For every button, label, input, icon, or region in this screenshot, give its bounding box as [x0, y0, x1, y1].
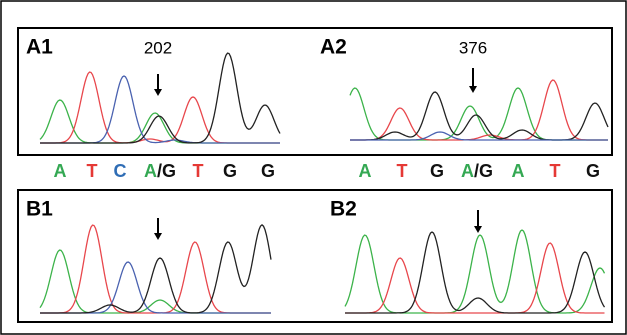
position-number: 202 [144, 38, 172, 57]
panel-label: A1 [26, 36, 53, 59]
base-call: A [512, 161, 525, 181]
base-call: G [223, 161, 237, 181]
panel-label: B1 [26, 198, 53, 221]
base-call: T [193, 161, 204, 181]
base-call: A [359, 161, 372, 181]
panel-label: A2 [320, 36, 347, 59]
base-call: C [114, 161, 127, 181]
base-call: G [430, 161, 444, 181]
base-call: T [550, 161, 561, 181]
panel-label: B2 [330, 198, 357, 221]
base-call: A/G [461, 161, 493, 181]
base-call: T [87, 161, 98, 181]
base-part: /G [157, 161, 176, 181]
base-part: A [144, 161, 157, 181]
figure: A1 A2 B1 B2 202 376 ATCA/GTGGATGA/GATG [0, 0, 627, 335]
base-call: A/G [144, 161, 176, 181]
base-call: A [54, 161, 67, 181]
base-call: G [586, 161, 600, 181]
base-part: /G [474, 161, 493, 181]
base-call: T [397, 161, 408, 181]
base-call: G [261, 161, 275, 181]
position-number: 376 [459, 38, 487, 57]
base-part: A [461, 161, 474, 181]
page: A1 A2 B1 B2 202 376 ATCA/GTGGATGA/GATG (… [0, 0, 627, 335]
